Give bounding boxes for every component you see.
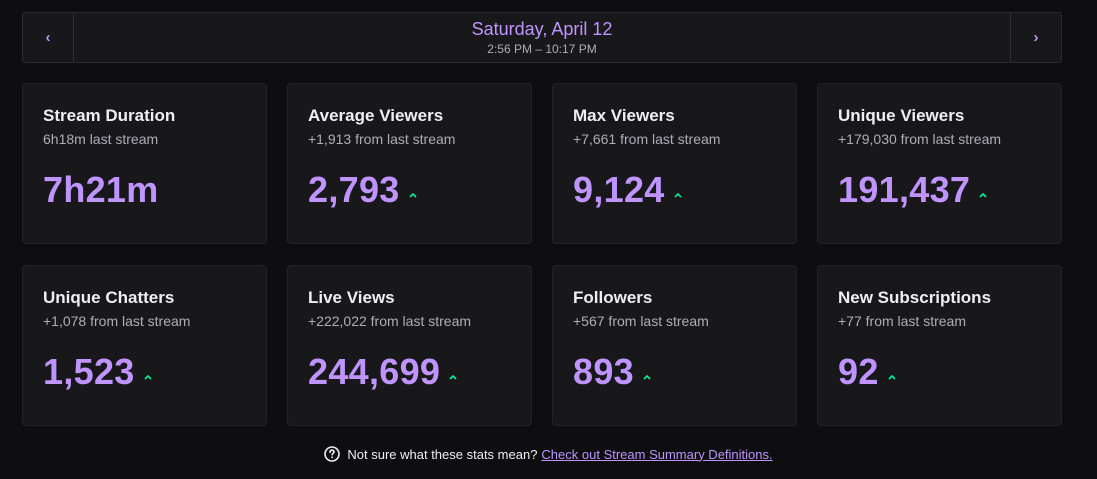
stat-card-max-viewers: Max Viewers +7,661 from last stream 9,12… <box>552 83 797 244</box>
trend-up-icon <box>673 186 683 204</box>
stat-value: 893 <box>573 351 634 392</box>
stream-date-title: Saturday, April 12 <box>471 19 613 39</box>
stat-card-new-subscriptions: New Subscriptions +77 from last stream 9… <box>817 265 1062 426</box>
stat-value: 7h21m <box>43 169 159 210</box>
stat-title: Followers <box>573 288 653 307</box>
previous-stream-button[interactable]: ‹ <box>23 13 74 62</box>
trend-up-icon <box>143 368 153 386</box>
trend-up-icon <box>887 368 897 386</box>
stat-comparison: +7,661 from last stream <box>573 131 721 147</box>
stat-comparison: +222,022 from last stream <box>308 313 472 329</box>
stat-title: New Subscriptions <box>838 288 992 307</box>
stat-card-stream-duration: Stream Duration 6h18m last stream 7h21m <box>22 83 267 244</box>
trend-up-icon <box>642 368 652 386</box>
stat-value: 191,437 <box>838 169 971 210</box>
trend-up-icon <box>978 186 988 204</box>
stat-comparison: +567 from last stream <box>573 313 709 329</box>
stat-title: Stream Duration <box>43 106 176 125</box>
stat-title: Unique Chatters <box>43 288 175 307</box>
stat-value: 2,793 <box>308 169 400 210</box>
stat-card-average-viewers: Average Viewers +1,913 from last stream … <box>287 83 532 244</box>
stat-card-unique-viewers: Unique Viewers +179,030 from last stream… <box>817 83 1062 244</box>
stream-summary: ‹ Saturday, April 12 2:56 PM – 10:17 PM … <box>22 12 1062 426</box>
question-circle-icon <box>324 446 341 462</box>
stat-value: 92 <box>838 351 879 392</box>
trend-up-icon <box>408 186 418 204</box>
stat-value: 244,699 <box>308 351 441 392</box>
stat-comparison: +1,913 from last stream <box>308 131 456 147</box>
stream-summary-definitions-link[interactable]: Check out Stream Summary Definitions. <box>541 446 773 462</box>
stat-title: Max Viewers <box>573 106 675 125</box>
help-question-text: Not sure what these stats mean? <box>347 446 538 462</box>
chevron-left-icon: ‹ <box>45 29 51 46</box>
stats-help-footer: Not sure what these stats mean? Check ou… <box>0 446 1097 462</box>
stat-comparison: +179,030 from last stream <box>838 131 1002 147</box>
stat-title: Live Views <box>308 288 395 307</box>
stat-value: 1,523 <box>43 351 135 392</box>
stat-value: 9,124 <box>573 169 665 210</box>
trend-up-icon <box>448 368 458 386</box>
stat-comparison: +1,078 from last stream <box>43 313 191 329</box>
date-navigator: ‹ Saturday, April 12 2:56 PM – 10:17 PM … <box>22 12 1062 63</box>
stream-date: Saturday, April 12 2:56 PM – 10:17 PM <box>74 13 1010 62</box>
next-stream-button[interactable]: › <box>1010 13 1061 62</box>
stat-card-followers: Followers +567 from last stream 893 <box>552 265 797 426</box>
stat-card-live-views: Live Views +222,022 from last stream 244… <box>287 265 532 426</box>
stat-card-unique-chatters: Unique Chatters +1,078 from last stream … <box>22 265 267 426</box>
stat-comparison: 6h18m last stream <box>43 131 159 147</box>
stat-title: Average Viewers <box>308 106 444 125</box>
chevron-right-icon: › <box>1033 29 1039 46</box>
stat-title: Unique Viewers <box>838 106 965 125</box>
stat-comparison: +77 from last stream <box>838 313 966 329</box>
stream-time-range: 2:56 PM – 10:17 PM <box>487 42 597 56</box>
